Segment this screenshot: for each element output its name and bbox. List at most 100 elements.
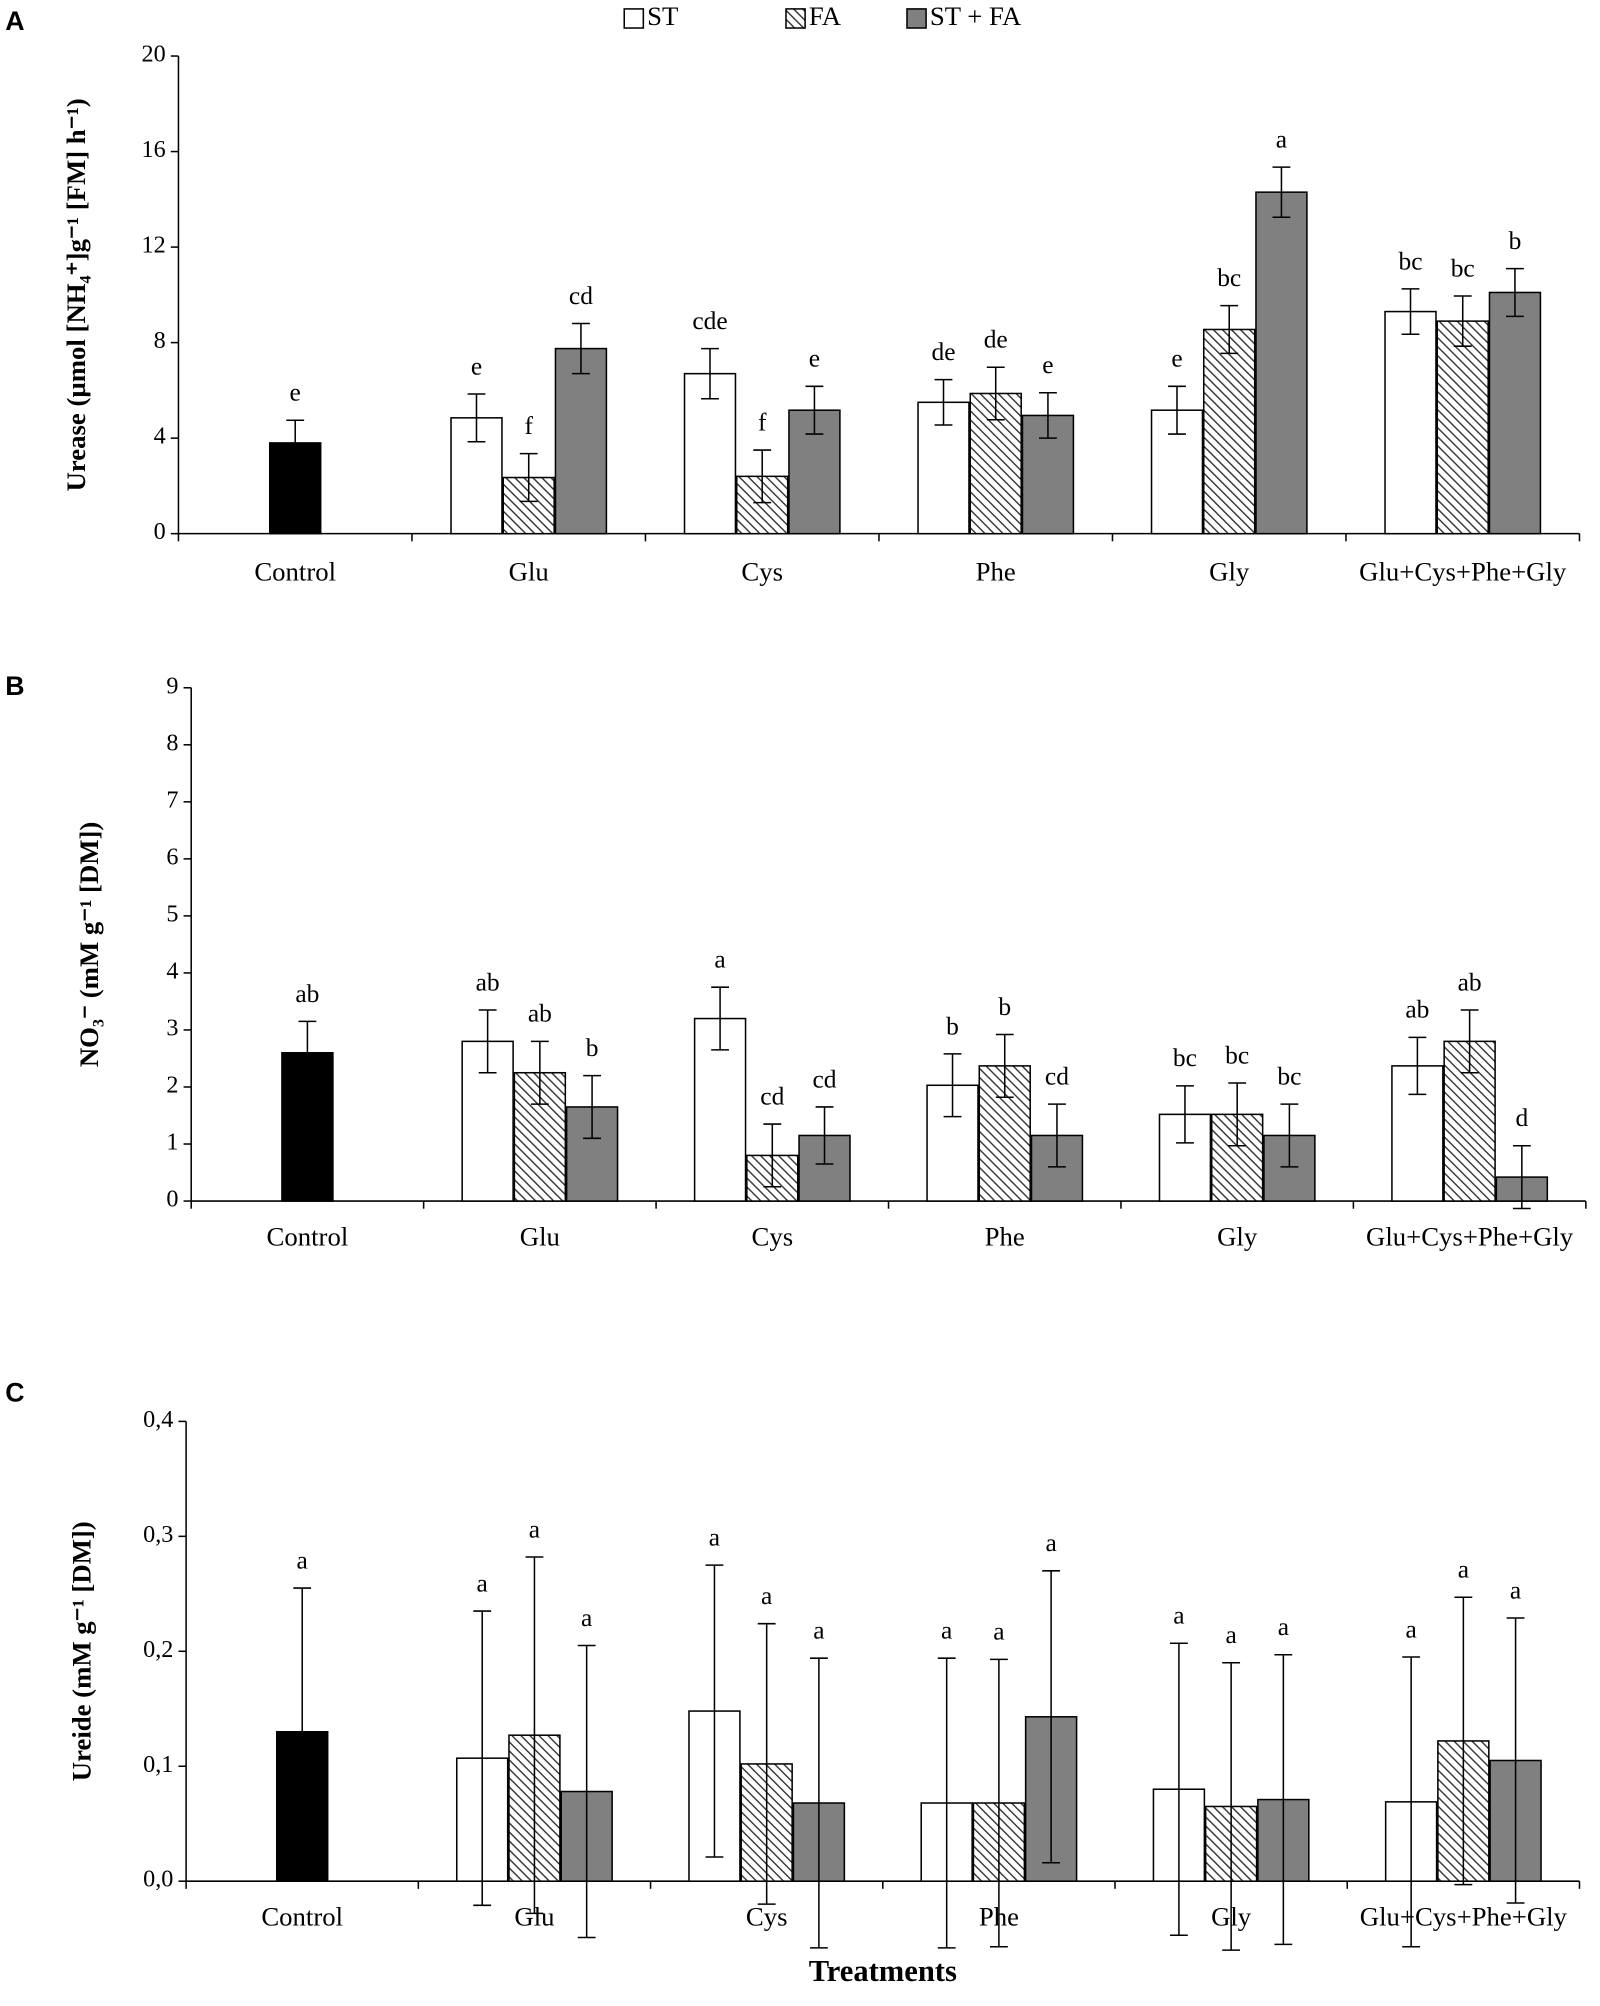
x-tick-label: Gly bbox=[1217, 1221, 1258, 1251]
significance-letter: a bbox=[297, 1545, 308, 1574]
bar bbox=[1488, 291, 1542, 535]
y-tick-label: 4 bbox=[166, 957, 178, 984]
y-tick-label: 0,0 bbox=[143, 1866, 173, 1893]
significance-letter: ab bbox=[295, 979, 319, 1008]
legend-swatch bbox=[623, 8, 645, 29]
x-tick-label: Cys bbox=[751, 1221, 793, 1251]
y-axis-label: Urease (µmol [NH₄⁺]g⁻¹ [FM] h⁻¹) bbox=[61, 98, 91, 491]
y-axis-label: Ureide (mM g⁻¹ [DM]) bbox=[66, 1521, 96, 1781]
y-tick-label: 5 bbox=[166, 900, 178, 927]
y-tick-label: 0,2 bbox=[143, 1636, 173, 1663]
significance-letter: f bbox=[758, 407, 767, 436]
y-tick-label: 0,3 bbox=[143, 1521, 173, 1548]
significance-letter: b bbox=[1509, 226, 1522, 255]
y-tick-label: 8 bbox=[154, 327, 166, 354]
significance-letter: ab bbox=[476, 967, 500, 996]
y-tick-label: 7 bbox=[166, 786, 178, 813]
bar bbox=[1202, 328, 1256, 535]
significance-letter: bc bbox=[1277, 1061, 1301, 1090]
x-tick-label: Glu+Cys+Phe+Gly bbox=[1366, 1221, 1574, 1251]
significance-letter: a bbox=[941, 1616, 952, 1645]
significance-letter: cd bbox=[812, 1064, 836, 1093]
x-tick-label: Gly bbox=[1209, 557, 1250, 587]
significance-letter: a bbox=[1276, 124, 1287, 153]
significance-letter: cd bbox=[760, 1081, 784, 1110]
significance-letter: e bbox=[290, 378, 301, 407]
x-tick-label: Control bbox=[254, 557, 336, 587]
x-tick-label: Cys bbox=[741, 557, 783, 587]
significance-letter: a bbox=[581, 1603, 592, 1632]
significance-letter: b bbox=[586, 1033, 599, 1062]
significance-letter: a bbox=[1405, 1614, 1416, 1643]
significance-letter: a bbox=[709, 1522, 720, 1551]
panel-letter: C bbox=[5, 1378, 24, 1408]
x-tick-label: Control bbox=[261, 1902, 343, 1932]
legend-swatch bbox=[906, 8, 927, 29]
significance-letter: a bbox=[1225, 1620, 1236, 1649]
significance-letter: e bbox=[809, 344, 820, 373]
significance-letter: bc bbox=[1451, 253, 1475, 282]
significance-letter: b bbox=[998, 992, 1011, 1021]
bar bbox=[554, 347, 608, 535]
y-tick-label: 0 bbox=[154, 518, 166, 545]
legend-swatch bbox=[785, 8, 806, 29]
y-tick-label: 2 bbox=[166, 1072, 178, 1099]
panel-letter: A bbox=[5, 6, 24, 36]
significance-letter: e bbox=[1171, 344, 1182, 373]
panel-letter: B bbox=[5, 671, 24, 701]
x-tick-label: Glu bbox=[509, 557, 549, 587]
significance-letter: bc bbox=[1173, 1043, 1197, 1072]
bar bbox=[1384, 310, 1437, 535]
significance-letter: ab bbox=[1458, 967, 1482, 996]
significance-letter: a bbox=[1045, 1528, 1056, 1557]
y-tick-label: 3 bbox=[166, 1015, 178, 1042]
x-axis-label: Treatments bbox=[809, 1954, 957, 1988]
y-tick-label: 9 bbox=[166, 672, 178, 699]
y-tick-label: 6 bbox=[166, 843, 178, 870]
significance-letter: a bbox=[529, 1514, 540, 1543]
significance-letter: a bbox=[477, 1568, 488, 1597]
significance-letter: de bbox=[931, 337, 955, 366]
y-tick-label: 16 bbox=[142, 136, 166, 163]
x-tick-label: Control bbox=[267, 1221, 349, 1251]
significance-letter: e bbox=[1042, 350, 1053, 379]
significance-letter: ab bbox=[528, 999, 552, 1028]
significance-letter: a bbox=[993, 1617, 1004, 1646]
significance-letter: de bbox=[984, 325, 1008, 354]
significance-letter: e bbox=[471, 351, 482, 380]
bar bbox=[969, 392, 1022, 535]
x-tick-label: Phe bbox=[976, 557, 1016, 587]
significance-letter: d bbox=[1515, 1103, 1528, 1132]
x-tick-label: Glu+Cys+Phe+Gly bbox=[1359, 557, 1567, 587]
significance-letter: cd bbox=[569, 281, 593, 310]
significance-letter: a bbox=[1510, 1575, 1521, 1604]
significance-letter: a bbox=[1278, 1612, 1289, 1641]
significance-letter: a bbox=[1173, 1601, 1184, 1630]
y-tick-label: 4 bbox=[154, 423, 166, 450]
y-tick-label: 0,1 bbox=[143, 1751, 173, 1778]
significance-letter: ab bbox=[1405, 995, 1429, 1024]
significance-letter: a bbox=[813, 1616, 824, 1645]
significance-letter: cd bbox=[1045, 1061, 1069, 1090]
bar bbox=[978, 1065, 1031, 1202]
bar bbox=[1255, 191, 1308, 535]
x-tick-label: Phe bbox=[985, 1221, 1025, 1251]
significance-letter: a bbox=[714, 945, 725, 974]
y-tick-label: 0,4 bbox=[143, 1406, 173, 1433]
y-tick-label: 12 bbox=[142, 232, 166, 259]
bar bbox=[1436, 320, 1489, 535]
x-tick-label: Glu bbox=[520, 1221, 560, 1251]
x-tick-label: Glu+Cys+Phe+Gly bbox=[1360, 1902, 1568, 1932]
y-tick-label: 0 bbox=[166, 1186, 178, 1213]
significance-letter: a bbox=[761, 1581, 772, 1610]
significance-letter: f bbox=[524, 411, 533, 440]
legend-label: FA bbox=[809, 1, 842, 31]
significance-letter: bc bbox=[1225, 1040, 1249, 1069]
significance-letter: b bbox=[946, 1011, 959, 1040]
y-tick-label: 8 bbox=[166, 729, 178, 756]
significance-letter: a bbox=[1458, 1555, 1469, 1584]
significance-letter: bc bbox=[1217, 263, 1241, 292]
y-axis-label: NO₃⁻ (mM g⁻¹ [DM]) bbox=[74, 822, 104, 1067]
legend-label: ST + FA bbox=[930, 1, 1022, 31]
